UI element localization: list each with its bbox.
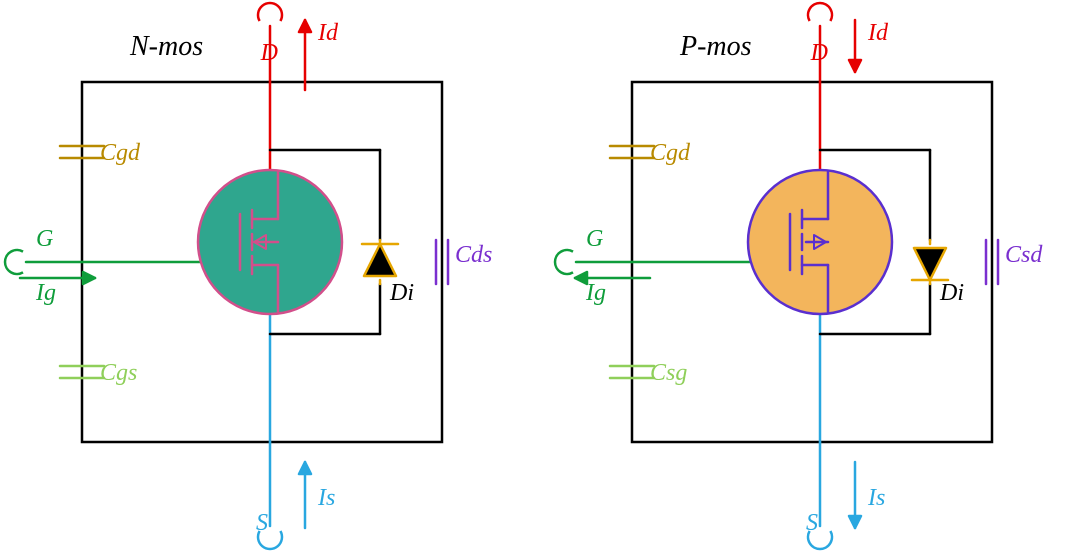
nmos-diode	[362, 244, 398, 276]
pmos-cgd-label: Cgd	[650, 140, 691, 166]
nmos-cgd-label: Cgd	[100, 140, 141, 166]
pmos-id-arrow	[849, 20, 861, 72]
pmos-drain-label: D	[810, 40, 828, 66]
pmos-is-label: Is	[867, 485, 885, 511]
pmos-cds-label: Csd	[1005, 242, 1043, 268]
nmos-gate-terminal	[5, 250, 23, 274]
nmos-is-arrow	[299, 462, 311, 528]
nmos-title: N-mos	[129, 31, 203, 62]
nmos-is-label: Is	[317, 485, 335, 511]
pmos-is-arrow	[849, 462, 861, 528]
pmos-gate-label: G	[586, 226, 603, 252]
pmos-mosfet	[748, 170, 892, 314]
pmos-title: P-mos	[679, 31, 752, 62]
pmos-ig-label: Ig	[585, 280, 606, 306]
nmos-mosfet	[198, 170, 342, 314]
pmos-diode-label: Di	[939, 280, 964, 306]
nmos-drain-label: D	[260, 40, 278, 66]
nmos-diode-label: Di	[389, 280, 414, 306]
pmos-source-label: S	[806, 510, 818, 536]
pmos-drain-terminal	[808, 3, 832, 21]
nmos-ig-arrow	[20, 272, 95, 284]
pmos-diode	[912, 248, 948, 280]
nmos-source-label: S	[256, 510, 268, 536]
pmos-gate-terminal	[555, 250, 573, 274]
nmos-cds-label: Cds	[455, 242, 492, 268]
nmos-id-label: Id	[317, 20, 339, 46]
pmos-cgs-label: Csg	[650, 360, 687, 386]
nmos-id-arrow	[299, 20, 311, 90]
pmos-id-label: Id	[867, 20, 889, 46]
nmos-gate-label: G	[36, 226, 53, 252]
nmos-drain-terminal	[258, 3, 282, 21]
nmos-ig-label: Ig	[35, 280, 56, 306]
nmos-cgs-label: Cgs	[100, 360, 137, 386]
